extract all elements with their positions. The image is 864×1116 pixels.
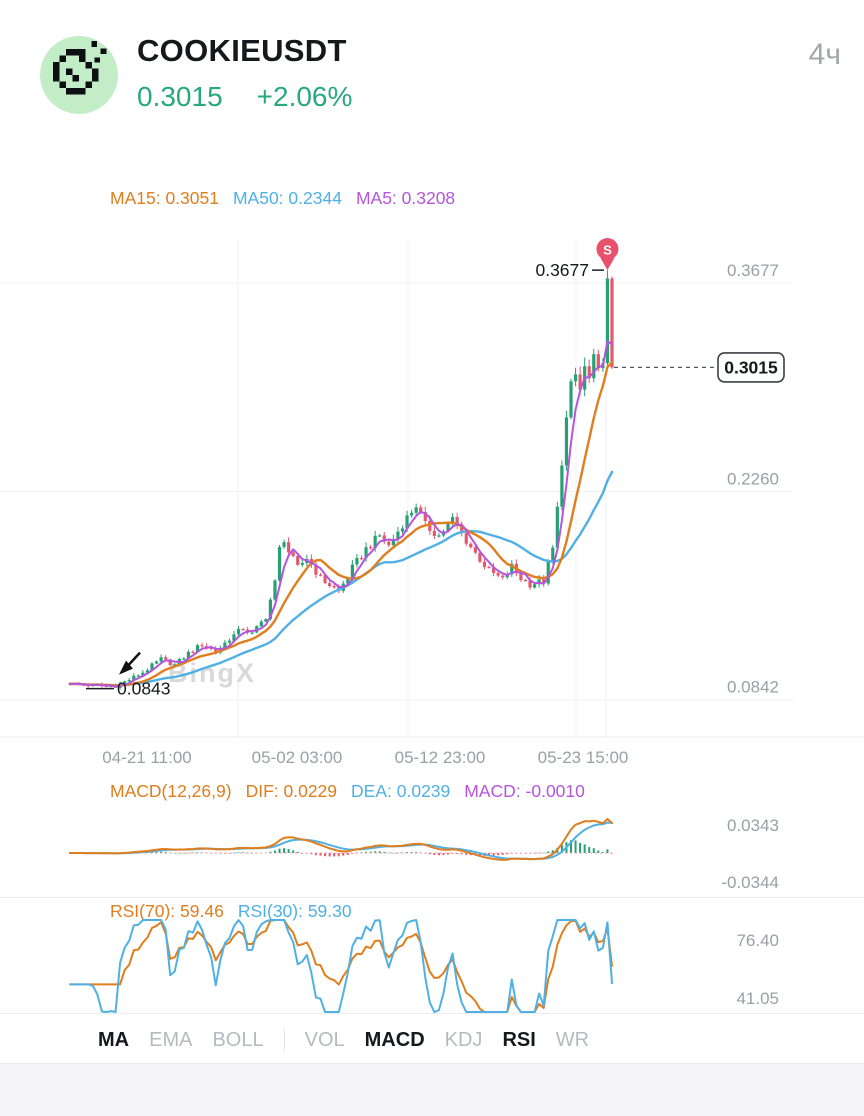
cookie-icon <box>40 36 118 114</box>
x-axis-label: 05-02 03:00 <box>251 748 343 767</box>
tab-rsi[interactable]: RSI <box>502 1028 536 1051</box>
y-axis-label: 0.0842 <box>727 678 779 697</box>
symbol-title: COOKIEUSDT <box>137 33 347 68</box>
tab-vol[interactable]: VOL <box>304 1028 345 1051</box>
x-axis-label: 05-23 15:00 <box>537 748 629 767</box>
coin-logo <box>40 36 118 114</box>
last-price-text: 0.3015 <box>137 81 223 112</box>
macd-y-label: 0.0343 <box>727 816 779 835</box>
low-arrow-marker <box>127 651 141 667</box>
macd-legend: MACD(12,26,9) DIF: 0.0229 DEA: 0.0239 MACD:… <box>110 781 585 802</box>
macd-panel-chart[interactable]: 0.0343 -0.0344 <box>0 792 864 896</box>
tab-macd[interactable]: MACD <box>364 1028 425 1051</box>
x-axis-label: 05-12 23:00 <box>394 748 486 767</box>
panel-divider <box>0 897 864 898</box>
rsi-panel-chart[interactable]: 76.40 41.05 <box>0 912 864 1016</box>
legend-item: MA50: 0.2344 <box>232 188 342 208</box>
legend-item: MACD(12,26,9) <box>110 781 232 801</box>
low-arrow-head <box>119 660 133 675</box>
main-candlestick-chart[interactable]: 0.36770.22600.0842BingX0.36770.0843S0.30… <box>0 225 864 740</box>
ma5-line <box>69 340 613 688</box>
rsi70-line <box>69 919 613 1013</box>
low-price-annotation: 0.0843 <box>117 679 171 699</box>
ma50-line <box>68 470 614 687</box>
rsi-legend: RSI(70): 59.46 RSI(30): 59.30 <box>110 901 352 922</box>
rsi-y-label: 76.40 <box>736 931 779 950</box>
y-axis-label: 0.2260 <box>727 469 779 488</box>
tab-wr[interactable]: WR <box>555 1028 590 1051</box>
legend-item: RSI(30): 59.30 <box>237 901 352 921</box>
last-price-tag: 0.3015 <box>717 352 785 383</box>
dif-line <box>69 818 613 861</box>
rsi-y-label: 41.05 <box>736 989 779 1008</box>
svg-text:0.3015: 0.3015 <box>724 357 778 377</box>
price-change-text: +2.06% <box>256 81 353 112</box>
tab-boll[interactable]: BOLL <box>212 1028 264 1051</box>
tab-ema[interactable]: EMA <box>149 1028 193 1051</box>
ma15-line <box>68 360 614 687</box>
svg-text:S: S <box>603 243 612 258</box>
legend-item: RSI(70): 59.46 <box>110 901 224 921</box>
ma-legend: MA15: 0.3051 MA50: 0.2344 MA5: 0.3208 <box>110 188 455 209</box>
legend-item: DEA: 0.0239 <box>351 781 451 801</box>
price-row: 0.3015 +2.06% <box>137 81 352 113</box>
high-price-annotation: 0.3677 <box>535 260 589 280</box>
tab-ma[interactable]: MA <box>98 1028 130 1051</box>
legend-item: MA5: 0.3208 <box>355 188 456 208</box>
interval-selector[interactable]: 4ч <box>808 38 841 71</box>
y-axis-label: 0.3677 <box>727 261 779 280</box>
candles-layer <box>68 270 614 690</box>
x-axis-label: 04-21 11:00 <box>102 748 192 767</box>
legend-item: MA15: 0.3051 <box>110 188 219 208</box>
footer-area <box>0 1063 864 1116</box>
indicator-tabs: MA EMA BOLL VOL MACD KDJ RSI WR <box>0 1021 864 1059</box>
sell-marker[interactable]: S <box>596 238 619 270</box>
legend-item: MACD: -0.0010 <box>464 781 585 801</box>
rsi30-line <box>69 919 613 1013</box>
tab-kdj[interactable]: KDJ <box>444 1028 483 1051</box>
tab-group-divider <box>283 1029 285 1051</box>
legend-item: DIF: 0.0229 <box>245 781 338 801</box>
panel-divider <box>0 1013 864 1014</box>
macd-y-label: -0.0344 <box>721 873 779 892</box>
